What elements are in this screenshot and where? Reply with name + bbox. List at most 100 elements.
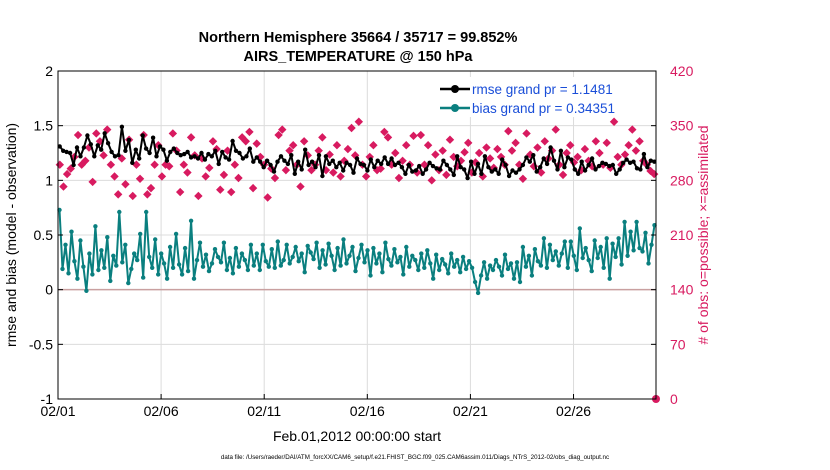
bias-point-158 <box>529 273 535 278</box>
obs-possible-marker-47 <box>226 187 236 197</box>
obs-possible-marker-67 <box>299 137 309 146</box>
bias-point-53 <box>215 254 221 260</box>
obs-possible-marker-64 <box>288 140 298 150</box>
bias-point-163 <box>544 265 550 270</box>
bias-point-186 <box>613 254 618 260</box>
obs-possible-marker-41 <box>205 163 214 173</box>
bias-point-72 <box>272 265 277 270</box>
obs-possible-marker-117 <box>482 143 491 152</box>
bias-point-114 <box>398 254 403 260</box>
rmse-point-160 <box>610 162 615 168</box>
bias-point-154 <box>517 279 523 285</box>
bias-point-190 <box>625 253 630 258</box>
obs-possible-marker-38 <box>194 191 203 201</box>
rmse-point-161 <box>614 171 619 176</box>
obs-possible-marker-140 <box>566 140 575 150</box>
bias-point-17 <box>108 278 113 284</box>
bias-point-71 <box>269 247 274 252</box>
obs-possible-marker-99 <box>416 130 426 140</box>
bias-point-43 <box>185 268 191 274</box>
bias-point-194 <box>637 245 642 251</box>
rmse-point-157 <box>600 160 605 165</box>
bias-point-125 <box>431 276 436 281</box>
bias-point-3 <box>66 271 71 276</box>
rmse-point-162 <box>617 167 622 172</box>
bias-point-78 <box>290 254 295 260</box>
bias-point-152 <box>511 276 517 281</box>
bias-point-12 <box>93 224 98 229</box>
obs-possible-marker-97 <box>409 131 418 141</box>
bias-point-57 <box>227 255 233 261</box>
rmse-point-33 <box>171 146 176 151</box>
bias-point-68 <box>260 242 265 247</box>
rmse-point-63 <box>275 159 280 164</box>
rmse-point-153 <box>586 162 591 168</box>
rmse-point-66 <box>285 161 291 167</box>
obs-possible-marker-156 <box>624 140 633 150</box>
obs-possible-marker-92 <box>391 148 400 158</box>
rmse-point-47 <box>220 149 225 155</box>
rmse-point-86 <box>354 156 360 161</box>
y-tick-label-4: 1 <box>45 172 53 188</box>
bias-point-4 <box>69 229 74 234</box>
rmse-point-19 <box>123 148 128 153</box>
legend-bias-label: bias grand pr = 0.34351 <box>472 101 615 116</box>
bias-point-97 <box>347 253 352 258</box>
bias-point-67 <box>257 267 262 273</box>
x-tick-label-0: 02/01 <box>40 403 75 419</box>
rmse-point-2 <box>64 149 69 155</box>
rmse-point-0 <box>57 144 62 149</box>
obs-possible-marker-40 <box>201 172 210 181</box>
bias-point-26 <box>135 257 140 263</box>
rmse-point-12 <box>99 147 104 152</box>
rmse-point-81 <box>337 160 342 165</box>
rmse-point-88 <box>361 162 367 168</box>
rmse-point-39 <box>192 154 197 159</box>
bias-point-46 <box>194 257 200 263</box>
obs-possible-marker-71 <box>314 146 323 155</box>
rmse-point-34 <box>175 150 180 156</box>
obs-possible-marker-142 <box>573 152 582 162</box>
bias-point-171 <box>568 239 573 244</box>
y-tick-label-2: 0 <box>45 282 53 298</box>
obs-possible-marker-59 <box>270 173 280 183</box>
bias-point-105 <box>371 245 376 251</box>
obs-possible-marker-148 <box>595 148 604 158</box>
y-tick-label-0: -1 <box>41 391 54 407</box>
bias-point-123 <box>425 248 430 253</box>
rmse-point-49 <box>226 157 232 162</box>
bias-point-9 <box>84 288 89 293</box>
rmse-point-25 <box>143 146 149 151</box>
obs-possible-marker-133 <box>540 137 549 146</box>
chart-title: Northern Hemisphere 35664 / 35717 = 99.8… <box>199 30 518 46</box>
obs-possible-marker-51 <box>241 137 250 146</box>
rmse-point-98 <box>396 160 401 165</box>
obs-possible-marker-54 <box>252 139 261 148</box>
obs-possible-marker-86 <box>369 140 378 150</box>
bias-point-116 <box>404 244 409 250</box>
obs-possible-marker-57 <box>263 193 272 202</box>
bias-point-24 <box>129 266 134 272</box>
bias-point-76 <box>284 242 289 247</box>
obs-possible-marker-45 <box>219 170 229 180</box>
obs-possible-marker-94 <box>398 156 407 166</box>
rmse-point-119 <box>468 159 474 164</box>
bias-point-135 <box>460 254 466 260</box>
obs-possible-marker-18 <box>121 180 130 189</box>
obs-possible-marker-115 <box>474 148 484 158</box>
bias-point-117 <box>407 264 412 269</box>
bias-point-124 <box>428 261 433 266</box>
obs-possible-marker-82 <box>354 117 364 126</box>
series-layer <box>57 124 657 296</box>
rmse-point-107 <box>427 160 432 165</box>
rmse-point-101 <box>406 162 411 168</box>
bias-point-83 <box>305 243 310 249</box>
bias-point-198 <box>649 242 654 247</box>
bias-point-5 <box>72 259 77 264</box>
bias-point-111 <box>389 263 394 268</box>
bias-point-16 <box>105 235 110 240</box>
bias-point-60 <box>236 264 242 269</box>
rmse-point-77 <box>323 154 329 159</box>
rmse-point-48 <box>223 155 228 160</box>
obs-possible-marker-2 <box>62 169 72 179</box>
